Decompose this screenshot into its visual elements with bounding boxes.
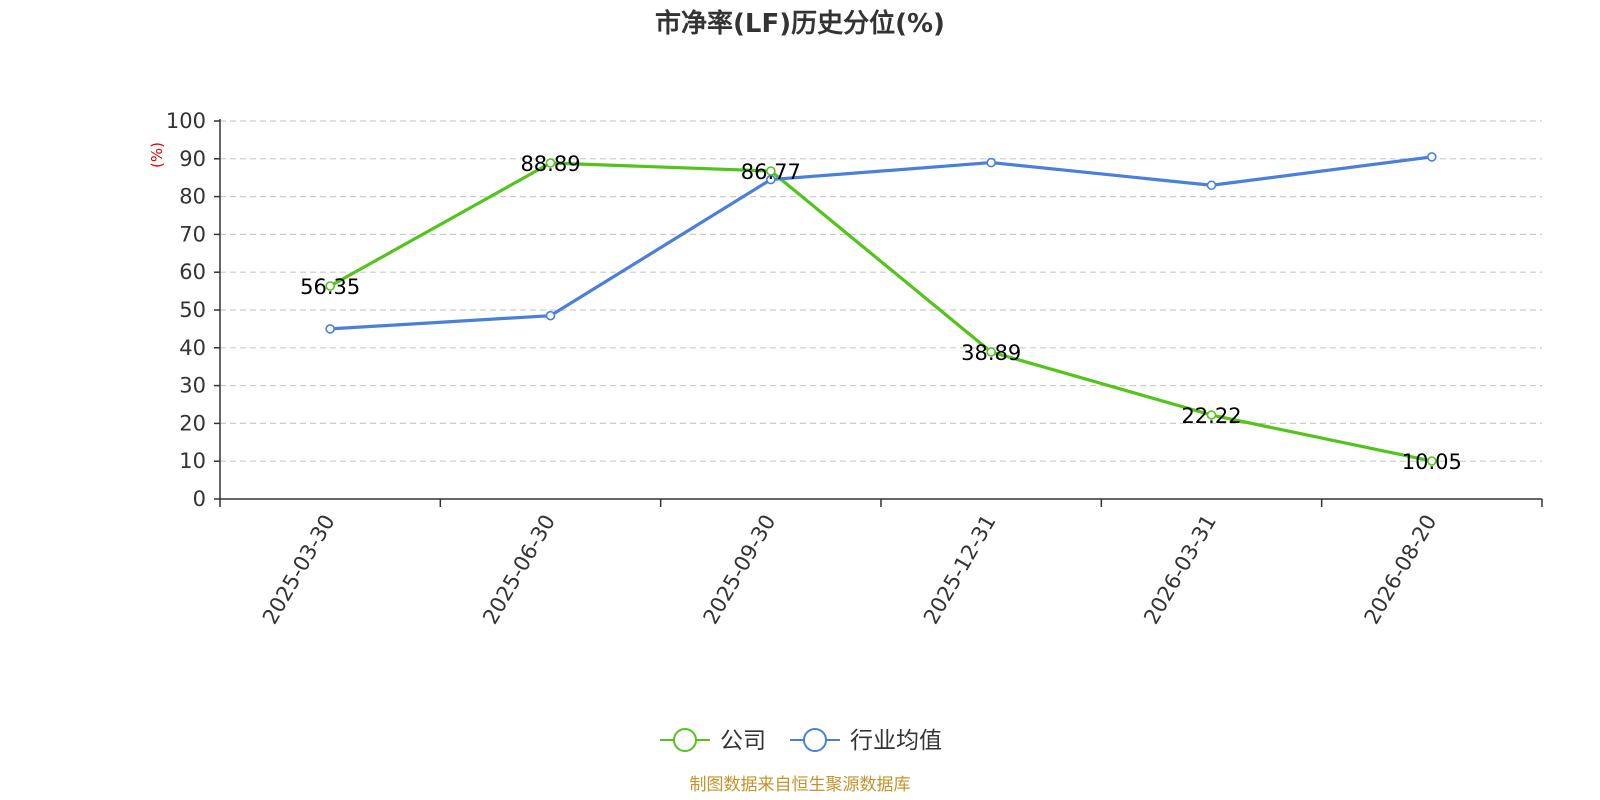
- chart-title: 市净率(LF)历史分位(%): [655, 8, 945, 39]
- legend-label: 行业均值: [850, 728, 942, 754]
- y-tick-label: 80: [179, 185, 206, 209]
- data-label: 88.89: [520, 152, 580, 176]
- data-point[interactable]: [1427, 456, 1437, 466]
- legend-item[interactable]: 行业均值: [790, 728, 942, 754]
- x-tick-label: 2025-06-30: [478, 511, 560, 629]
- source-note: 制图数据来自恒生聚源数据库: [690, 775, 911, 795]
- y-tick-label: 90: [179, 147, 206, 171]
- y-tick-label: 0: [193, 487, 206, 511]
- data-label: 56.35: [300, 275, 360, 299]
- legend-item[interactable]: 公司: [660, 728, 766, 754]
- x-tick-label: 2025-12-31: [919, 511, 1001, 629]
- data-point[interactable]: [986, 347, 996, 357]
- series-line-0: [329, 161, 1433, 463]
- y-tick-label: 70: [179, 222, 206, 246]
- legend-marker: [673, 728, 697, 752]
- legend-marker: [803, 728, 827, 752]
- data-point[interactable]: [986, 157, 996, 168]
- x-tick-label: 2026-03-31: [1139, 511, 1221, 629]
- data-point[interactable]: [325, 324, 335, 334]
- data-label: 22.22: [1181, 404, 1241, 428]
- y-tick-label: 100: [166, 109, 206, 133]
- legend[interactable]: 公司 行业均值: [660, 728, 942, 754]
- data-label: 10.05: [1402, 450, 1462, 474]
- grid-lines: [220, 120, 1542, 462]
- y-axis-unit-label: (%): [148, 142, 166, 168]
- y-tick-label: 40: [179, 336, 206, 360]
- series-layer: [325, 152, 1437, 466]
- data-point[interactable]: [325, 281, 335, 291]
- data-point[interactable]: [545, 158, 556, 168]
- series-line-1: [330, 155, 1433, 331]
- data-point[interactable]: [1206, 180, 1217, 191]
- data-labels: 56.35 88.89 86.77 38.89 22.22 10.05: [300, 152, 1462, 474]
- x-tick-label: 2026-08-20: [1360, 511, 1442, 629]
- y-tick-label: 60: [179, 260, 206, 284]
- data-point[interactable]: [1427, 152, 1437, 162]
- y-axis: 0 10 20 30 40 50 60 70 80 90 100: [166, 109, 221, 511]
- x-tick-label: 2025-09-30: [699, 511, 781, 629]
- data-point[interactable]: [1206, 410, 1217, 420]
- y-tick-label: 10: [179, 449, 206, 473]
- data-label: 86.77: [741, 160, 801, 184]
- x-axis: 2025-03-30 2025-06-30 2025-09-30 2025-12-31…: [219, 498, 1543, 629]
- legend-label: 公司: [720, 728, 766, 754]
- y-tick-label: 50: [179, 298, 206, 322]
- y-tick-label: 20: [179, 411, 206, 435]
- data-label: 38.89: [961, 341, 1021, 365]
- data-point[interactable]: [545, 310, 556, 321]
- y-tick-label: 30: [179, 374, 206, 398]
- x-tick-label: 2025-03-30: [258, 511, 340, 629]
- data-point[interactable]: [766, 174, 776, 185]
